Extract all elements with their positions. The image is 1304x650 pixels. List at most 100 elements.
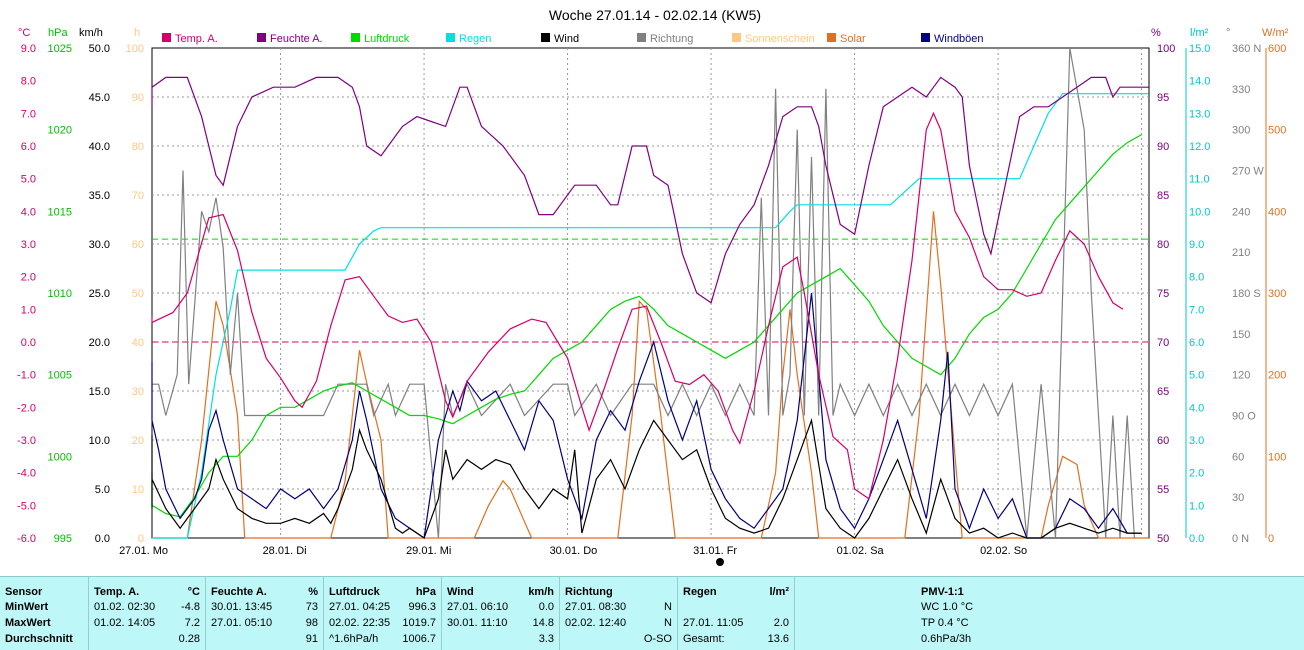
temp-tick-4: 5.0 [21,174,36,186]
hum-header: Feuchte A. [211,586,267,598]
hum-unit-label: % [308,586,318,598]
wind-max-time: 30.01. 11:10 [447,617,508,629]
series-line-solar [152,211,1149,539]
min-label: MinWert [5,601,49,613]
legend-label-8: Windböen [934,33,984,45]
rain-tick-10: 5.0 [1189,370,1204,382]
legend-label-3: Regen [459,33,491,45]
sun-tick-1: 90 [132,92,144,104]
direction-tick-8: 120 [1232,370,1250,382]
wind-tick-7: 15.0 [89,386,110,398]
temp-tick-3: 6.0 [21,141,36,153]
rain-total-label: Gesamt: [683,633,725,645]
wind-min-time: 27.01. 06:10 [447,601,509,613]
sun-tick-9: 10 [132,484,144,496]
stats-pmv-column: PMV-1:1 WC 1.0 °C TP 0.4 °C 0.6hPa/3h [794,577,1304,650]
temp-tick-8: 1.0 [21,304,36,316]
rain-total-value: 13.6 [767,633,789,645]
series-line-regen [152,93,1149,539]
sun-tick-2: 80 [132,141,144,153]
day-label-4: 31.01. Fr [693,545,737,557]
dir-min-time: 27.01. 08:30 [565,601,627,613]
temp-tick-9: 0.0 [21,337,36,349]
direction-tick-6: 180 S [1232,288,1261,300]
rain-tick-9: 6.0 [1189,337,1204,349]
sensor-header: Sensor [5,586,43,598]
sun-tick-8: 20 [132,435,144,447]
chart-title: Woche 27.01.14 - 02.02.14 (KW5) [549,7,761,23]
hum-min-time: 30.01. 13:45 [211,601,273,613]
weather-chart: Woche 27.01.14 - 02.02.14 (KW5) Temp. A.… [17,7,1289,566]
series-line-wind [151,418,1142,539]
press-max-time: 02.02. 22:35 [329,617,391,629]
wind-unit: km/h [79,27,103,39]
rain-tick-7: 8.0 [1189,272,1204,284]
day-label-0: 27.01. Mo [119,545,168,557]
rain-tick-2: 13.0 [1189,108,1210,120]
press-min-value: 996.3 [408,601,436,613]
pmv-pressure-trend: 0.6hPa/3h [921,633,972,645]
sun-tick-5: 50 [132,288,144,300]
day-label-1: 28.01. Di [263,545,307,557]
rain-tick-13: 2.0 [1189,468,1204,480]
legend-swatch-4 [541,33,550,42]
temp-unit-label: °C [187,586,200,598]
pressure-tick-5: 1000 [48,451,72,463]
humidity-tick-8: 60 [1157,435,1169,447]
legend-swatch-6 [732,33,741,42]
series-line-windb-en [151,292,1142,540]
sun-tick-7: 30 [132,386,144,398]
legend-label-6: Sonnenschein [745,33,815,45]
press-min-time: 27.01. 04:25 [329,601,391,613]
rain-max-time: 27.01. 11:05 [683,617,744,629]
temp-avg-value: 0.28 [178,633,200,645]
wind-tick-9: 5.0 [95,484,110,496]
legend-swatch-0 [162,33,171,42]
temp-tick-0: 9.0 [21,43,36,55]
temp-tick-5: 4.0 [21,206,36,218]
humidity-tick-9: 55 [1157,484,1169,496]
solar-tick-1: 500 [1268,125,1286,137]
sun-tick-10: 0 [138,533,144,545]
rain-tick-4: 11.0 [1189,174,1210,186]
direction-tick-9: 90 O [1232,411,1256,423]
temp-header: Temp. A. [94,586,140,598]
pmv-header: PMV-1:1 [921,586,964,598]
rain-unit: l/m² [1190,27,1209,39]
stats-wind-column: Wind km/h 27.01. 06:10 0.0 30.01. 11:10 14.… [441,577,560,650]
humidity-tick-0: 100 [1157,43,1175,55]
day-label-2: 29.01. Mi [406,545,451,557]
temp-tick-13: -4.0 [17,468,36,480]
rain-tick-3: 12.0 [1189,141,1210,153]
rain-tick-5: 10.0 [1189,206,1210,218]
plot-area [151,47,1149,540]
avg-label: Durchschnitt [5,633,73,645]
wind-unit-label: km/h [528,586,554,598]
solar-tick-0: 600 [1268,43,1286,55]
wind-tick-4: 30.0 [89,239,110,251]
direction-tick-4: 240 [1232,206,1250,218]
solar-tick-2: 400 [1268,206,1286,218]
hum-max-time: 27.01. 05:10 [211,617,273,629]
dir-min-value: N [664,601,672,613]
legend-label-5: Richtung [650,33,693,45]
sun-unit: h [134,27,140,39]
temp-tick-14: -5.0 [17,500,36,512]
day-label-3: 30.01. Do [550,545,598,557]
direction-tick-2: 300 [1232,125,1250,137]
series-line-feuchte-a- [151,76,1149,304]
axes: 9.0 8.0 7.0 6.0 5.0 4.0 3.0 2.0 1.0 0.0 -1.0 -2.0 -3… [17,43,1286,545]
direction-tick-0: 360 N [1232,43,1261,55]
day-labels: 27.01. Mo 28.01. Di 29.01. Mi 30.01. Do 31.0… [119,545,1027,566]
temp-tick-7: 2.0 [21,272,36,284]
direction-tick-3: 270 W [1232,166,1264,178]
temp-tick-12: -3.0 [17,435,36,447]
humidity-tick-3: 85 [1157,190,1169,202]
solar-tick-3: 300 [1268,288,1286,300]
hum-max-value: 98 [305,617,318,629]
wind-tick-8: 10.0 [89,435,110,447]
wind-tick-10: 0.0 [95,533,110,545]
legend-label-7: Solar [840,33,866,45]
rain-tick-14: 1.0 [1189,500,1204,512]
solar-tick-6: 0 [1268,533,1274,545]
